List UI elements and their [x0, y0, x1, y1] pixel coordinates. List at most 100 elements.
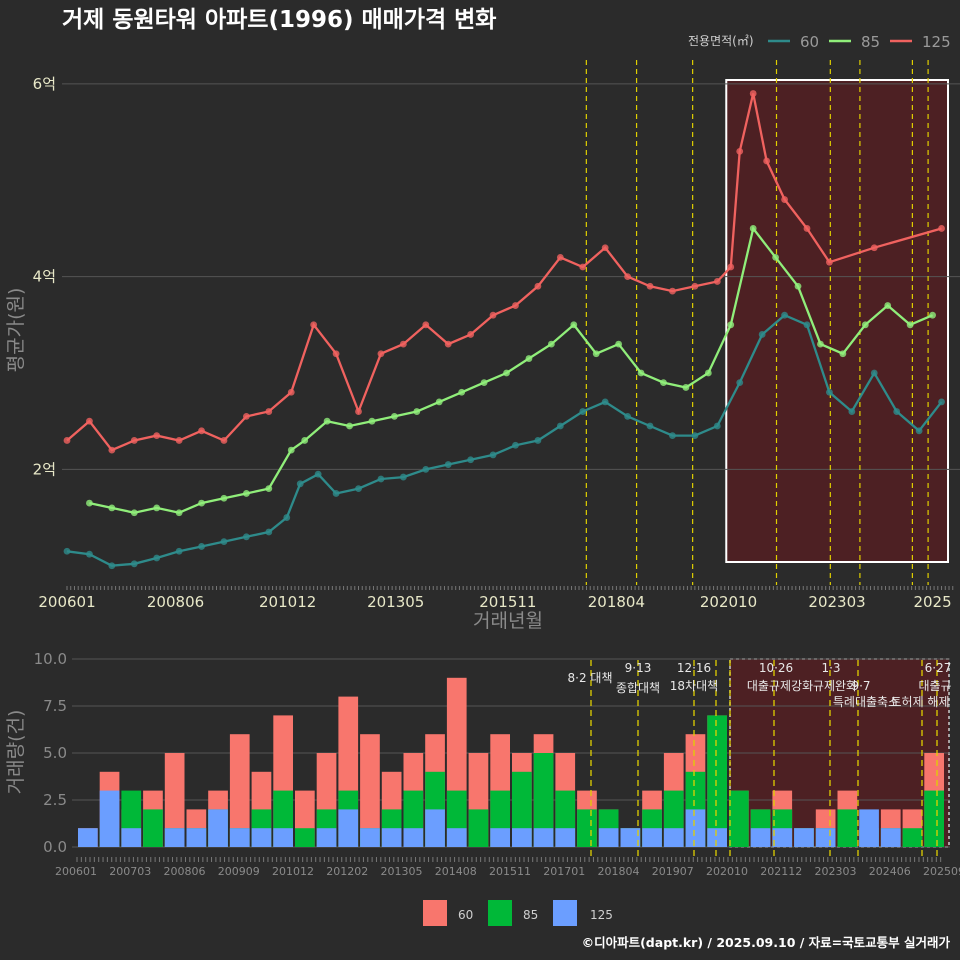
series-point-85 [480, 379, 488, 387]
series-point-60 [86, 550, 93, 558]
series-point-85 [287, 446, 295, 454]
volume-bar-85 [902, 828, 923, 847]
series-point-85 [704, 369, 712, 377]
volume-bar-60 [772, 828, 793, 847]
volume-x-tick-label: 202010 [706, 865, 748, 878]
bar-legend-swatch-125 [553, 900, 577, 926]
series-point-60 [915, 427, 923, 435]
series-point-125 [467, 331, 475, 338]
y-tick-label: 2억 [33, 460, 56, 478]
series-point-125 [736, 147, 744, 155]
policy-annotation: 종합대책 [616, 680, 660, 695]
series-point-60 [265, 528, 273, 536]
policy-annotation: 1·3 [821, 661, 840, 675]
volume-x-tick-label: 201907 [652, 865, 694, 878]
series-point-125 [399, 340, 407, 348]
volume-bar-60 [533, 828, 554, 847]
policy-annotation: 12·16 [677, 661, 711, 675]
volume-bar-85 [143, 809, 163, 847]
volume-x-tick-label: 200601 [55, 865, 97, 878]
policy-annotation: 18차대책 [670, 678, 718, 693]
series-point-85 [682, 384, 690, 391]
volume-x-tick-label: 200909 [218, 865, 260, 878]
volume-bar-60 [78, 828, 98, 847]
series-point-85 [817, 340, 824, 348]
volume-bar-60 [381, 828, 402, 847]
series-point-60 [332, 490, 340, 497]
volume-x-tick-label: 201511 [489, 865, 531, 878]
price-panel: 2억 4억 6억 200601 200806 201012 201305 201511 2018… [33, 60, 960, 611]
chart-title: 거제 동원타워 아파트(1996) 매매가격 변화 [62, 7, 496, 33]
legend-label-60: 60 [800, 33, 819, 51]
volume-bar-60 [750, 828, 771, 847]
series-point-125 [870, 244, 878, 252]
series-point-60 [296, 480, 304, 488]
volume-bar-85 [295, 828, 315, 847]
series-point-85 [220, 494, 228, 502]
policy-annotation: 9·13 [625, 661, 652, 675]
series-point-125 [556, 253, 564, 261]
series-point-85 [390, 412, 398, 420]
x-axis-label: 거래년월 [473, 610, 543, 632]
series-point-60 [579, 408, 587, 415]
series-point-85 [368, 417, 376, 425]
bar-legend-label-85: 85 [523, 908, 538, 922]
policy-annotation: 특례대출축소 [833, 695, 899, 709]
volume-x-tick-label: 202303 [815, 865, 857, 878]
series-point-125 [803, 225, 811, 232]
volume-bar-60 [859, 809, 879, 847]
volume-panel: 0.0 2.5 5.0 7.5 10.0 8·2 대책 9·13 종합대책 12·16 18차대책… [34, 650, 960, 878]
volume-bar-60 [164, 828, 185, 847]
highlight-region [726, 80, 948, 562]
series-point-85 [592, 350, 600, 358]
series-point-85 [413, 408, 421, 415]
series-point-85 [861, 321, 869, 329]
series-point-60 [713, 422, 721, 430]
series-point-85 [435, 398, 443, 406]
series-point-60 [870, 369, 878, 377]
volume-bar-85 [468, 809, 489, 847]
series-point-125 [826, 258, 833, 266]
y-axis-label: 평균가(원) [5, 288, 27, 373]
volume-bar-60 [186, 828, 207, 847]
volume-bar-60 [490, 828, 510, 847]
series-point-85 [906, 321, 914, 329]
series-point-60 [646, 422, 654, 430]
series-point-85 [108, 504, 116, 512]
series-point-125 [422, 321, 430, 329]
series-point-60 [242, 533, 250, 541]
series-point-60 [534, 437, 542, 444]
series-point-85 [503, 369, 510, 377]
series-point-85 [615, 340, 623, 348]
series-point-60 [893, 408, 901, 415]
volume-bar-85 [924, 790, 944, 847]
legend-label-85: 85 [861, 33, 880, 51]
volume-x-tick-label: 201202 [326, 865, 368, 878]
series-point-125 [175, 437, 183, 444]
series-point-60 [669, 432, 676, 440]
series-point-85 [301, 437, 309, 444]
volume-bar-60 [685, 809, 706, 847]
volume-bar-60 [273, 828, 293, 847]
volume-x-tick-label: 202509 [923, 865, 960, 878]
series-point-85 [660, 379, 667, 387]
series-point-60 [175, 547, 183, 555]
series-point-60 [63, 547, 71, 555]
series-point-125 [624, 273, 632, 281]
volume-bar-60 [598, 828, 619, 847]
volume-bar-125 [360, 734, 380, 847]
volume-bar-125 [164, 753, 185, 847]
volume-bar-60 [425, 809, 445, 847]
x-tick-label: 2025 [913, 593, 951, 611]
series-point-85 [242, 490, 250, 497]
series-point-60 [422, 465, 430, 473]
policy-annotation: 10·26 [759, 661, 793, 675]
series-point-60 [399, 473, 407, 481]
legend-label-125: 125 [922, 33, 951, 51]
series-point-125 [669, 287, 676, 295]
volume-x-tick-label: 200703 [109, 865, 151, 878]
volume-y-tick: 5.0 [43, 744, 67, 762]
series-point-60 [314, 470, 322, 478]
series-point-85 [570, 321, 578, 329]
series-point-85 [346, 422, 353, 430]
